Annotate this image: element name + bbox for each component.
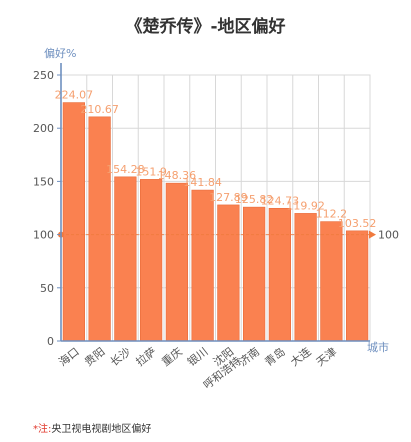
bar [320, 221, 343, 342]
data-label: 210.67 [80, 103, 119, 116]
x-tick-label-group: 拉萨 [133, 344, 159, 369]
bar [217, 204, 240, 342]
x-tick-label: 银川 [185, 344, 211, 369]
bar [114, 176, 137, 342]
chart-title: 《楚乔传》-地区偏好 [125, 17, 286, 37]
y-tick-label: 100 [33, 229, 54, 242]
y-tick-label: 0 [47, 335, 54, 348]
y-tick-label: 50 [40, 282, 54, 295]
footnote-note-prefix: 注: [38, 424, 52, 435]
data-label: 151.9 [135, 165, 167, 178]
bar [243, 206, 266, 342]
x-tick-label-group: 长沙 [108, 345, 133, 369]
data-label: 148.36 [158, 169, 197, 182]
data-label: 127.89 [209, 191, 248, 204]
y-tick-label: 250 [33, 69, 54, 82]
footnote-marker: * [33, 424, 38, 435]
data-label: 141.84 [183, 176, 222, 189]
data-label: 224.07 [55, 89, 94, 102]
x-tick-label: 长沙 [108, 345, 133, 369]
bar [191, 189, 214, 342]
bar [268, 207, 291, 342]
bar [62, 102, 85, 342]
x-tick-label-group: 天津 [314, 345, 339, 369]
x-tick-label: 贵阳 [82, 345, 107, 369]
data-label: 154.28 [106, 163, 145, 176]
x-tick-label: 天津 [314, 345, 339, 369]
data-label: 112.2 [316, 208, 348, 221]
x-tick-label-group: 海口 [56, 344, 82, 369]
x-tick-label-group: 大连 [288, 344, 314, 369]
x-tick-label-group: 青岛 [262, 344, 288, 369]
x-tick-label-group: 贵阳 [82, 345, 107, 369]
x-tick-label: 重庆 [159, 344, 185, 369]
bar [88, 116, 111, 342]
x-axis-title: 城市 [367, 340, 389, 354]
reference-label: 100 [378, 229, 399, 242]
x-tick-label: 青岛 [262, 344, 288, 369]
bar [165, 182, 188, 342]
x-tick-label: 大连 [288, 344, 314, 369]
data-label: 119.92 [286, 199, 325, 212]
y-tick-label: 200 [33, 122, 54, 135]
bar [140, 179, 163, 342]
data-label: 103.52 [338, 217, 377, 230]
footnote: *注:央卫视电视剧地区偏好 [33, 420, 151, 435]
reference-arrow-marker [369, 230, 376, 239]
data-label: 125.82 [235, 193, 274, 206]
y-tick-label: 150 [33, 175, 54, 188]
footnote-text: 央卫视电视剧地区偏好 [51, 424, 152, 435]
x-tick-label-group: 重庆 [159, 344, 185, 369]
bar [346, 230, 369, 342]
x-tick-label-group: 银川 [185, 344, 211, 369]
bar [294, 213, 317, 342]
y-axis-title: 偏好% [44, 46, 76, 60]
x-tick-label: 拉萨 [133, 344, 159, 369]
x-tick-label: 海口 [56, 344, 82, 369]
data-label: 124.73 [261, 194, 300, 207]
